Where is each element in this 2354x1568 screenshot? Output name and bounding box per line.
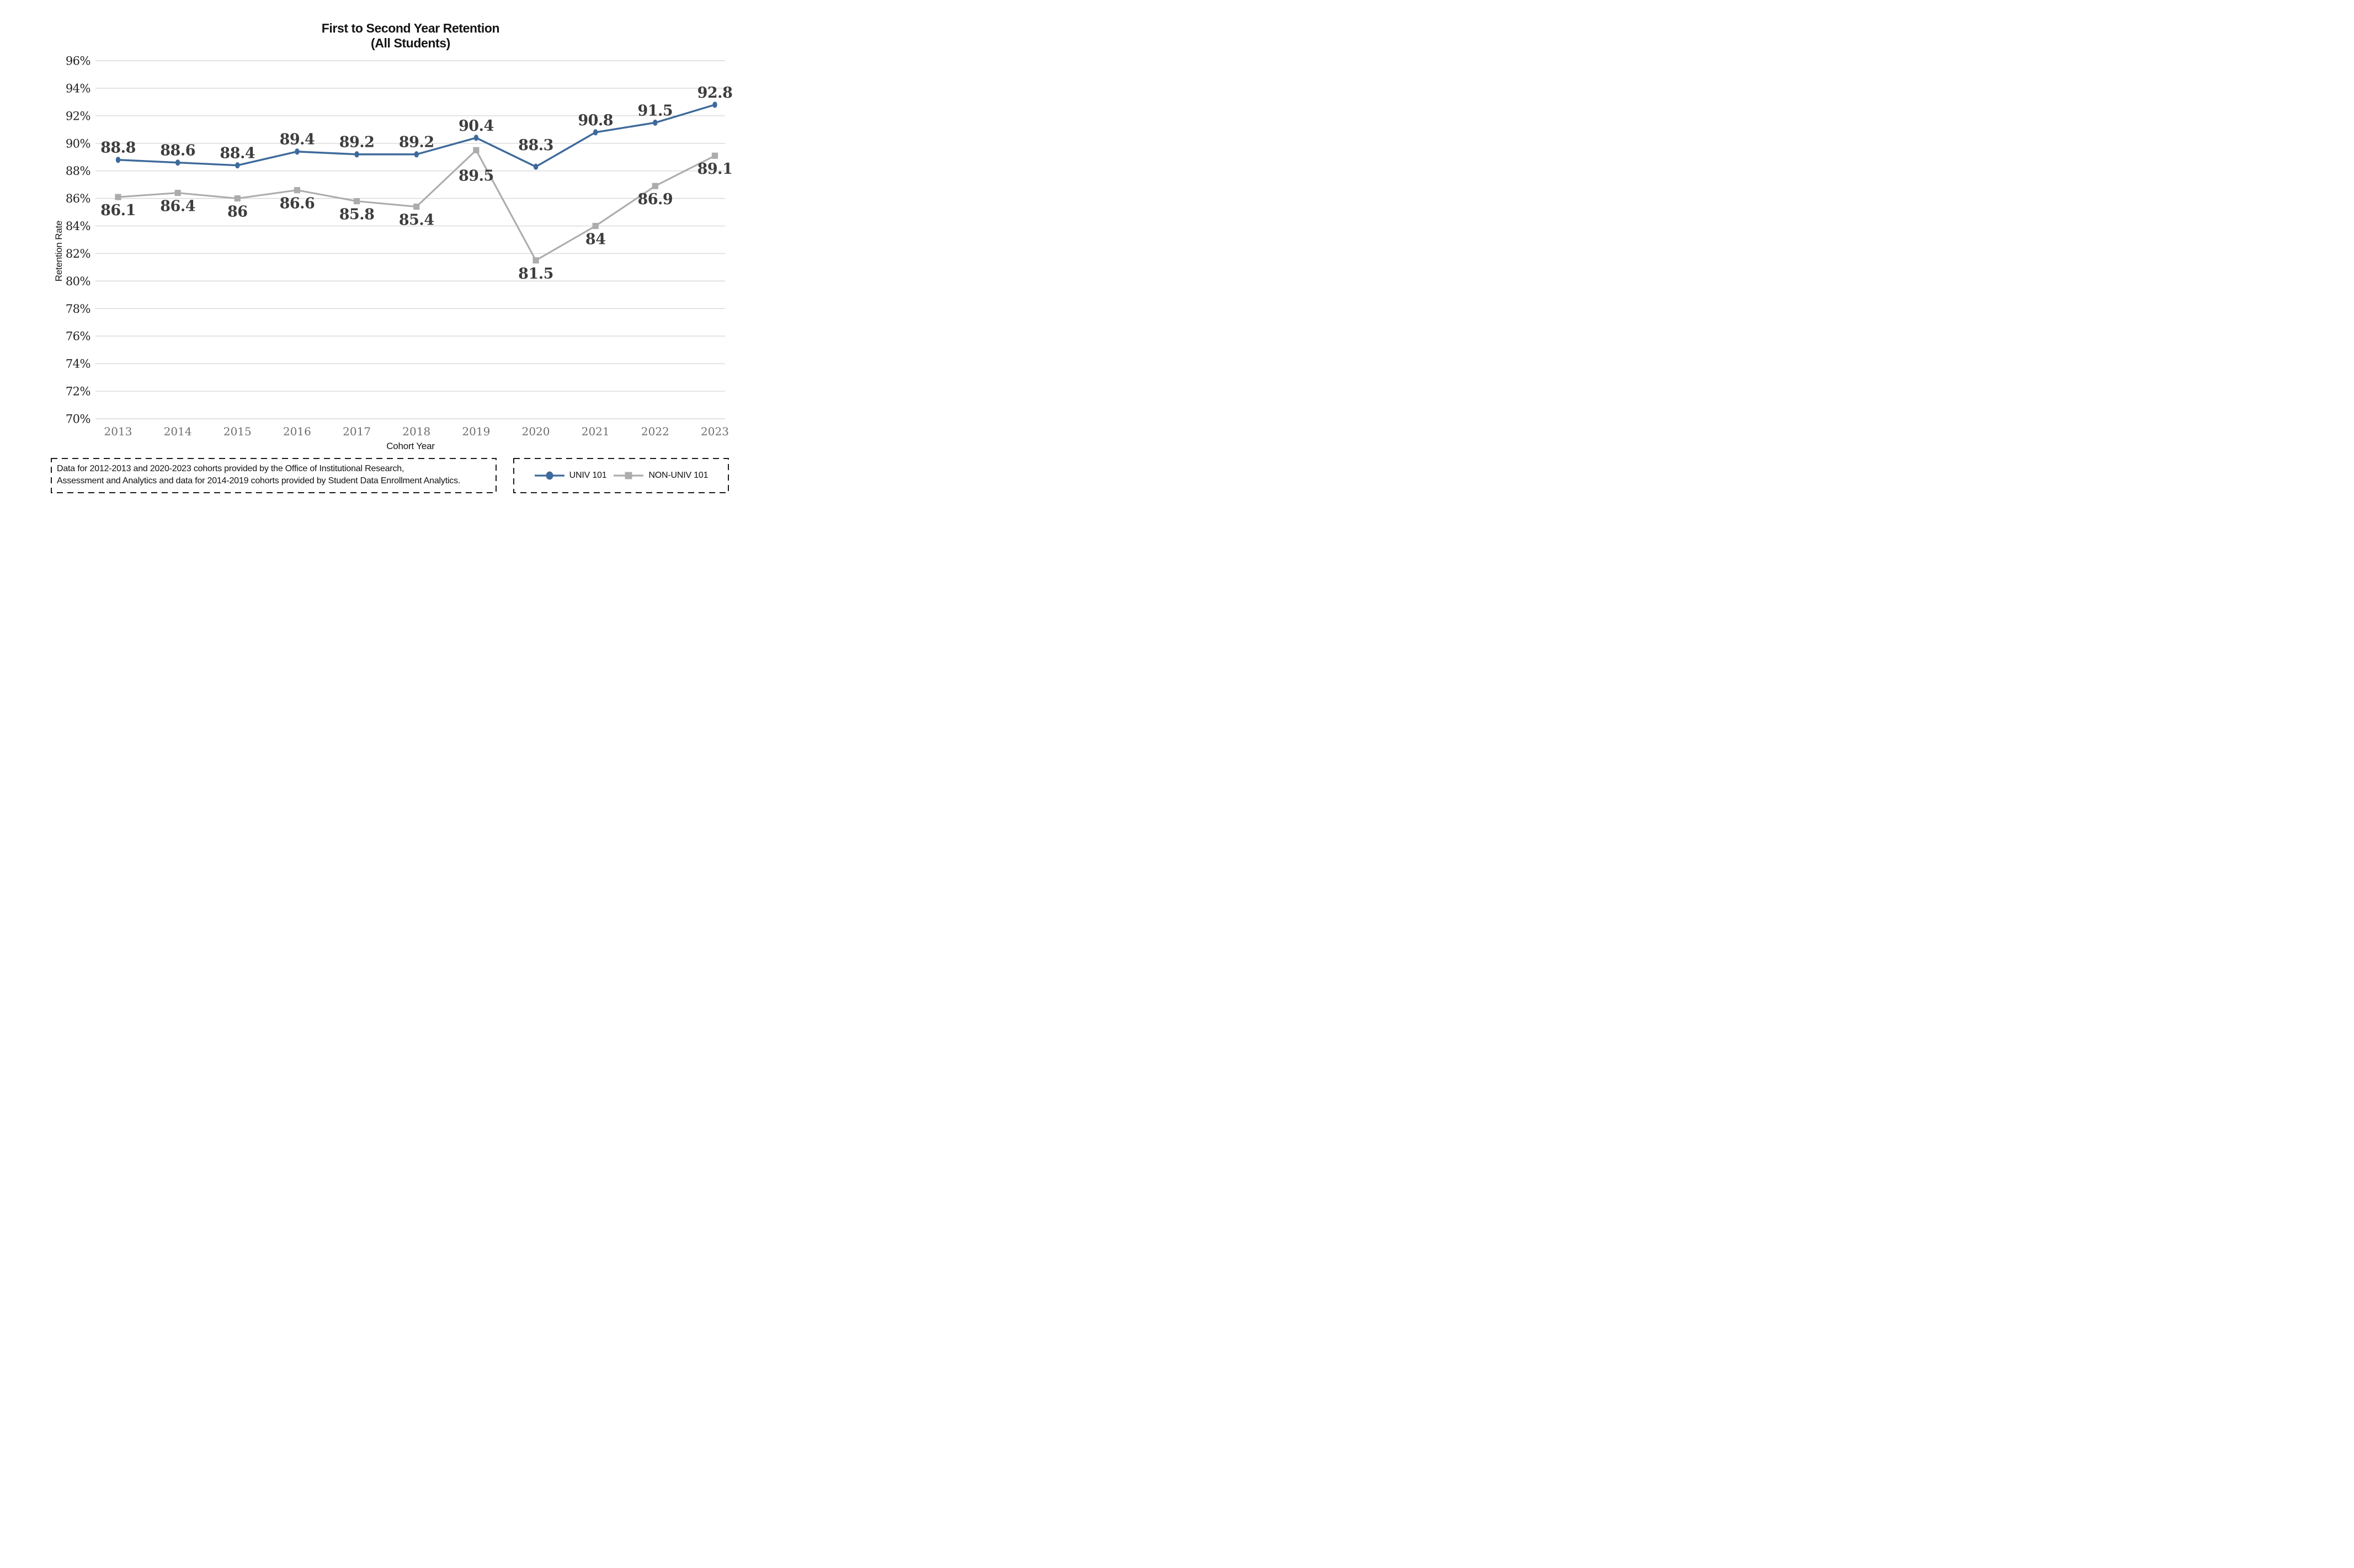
legend-label-univ-101: UNIV 101 — [569, 471, 607, 480]
univ-101-data-label: 91.5 — [637, 102, 673, 119]
non-univ-101-marker — [532, 257, 539, 264]
univ-101-marker — [533, 163, 539, 170]
y-tick-label: 82% — [66, 247, 90, 260]
legend: UNIV 101 NON-UNIV 101 — [513, 458, 729, 493]
non-univ-101-data-label: 86.4 — [160, 198, 195, 215]
univ-101-marker — [712, 102, 717, 108]
legend-box-border — [513, 458, 729, 493]
footnote-box-border — [51, 458, 497, 493]
univ-101-data-label: 89.4 — [280, 131, 315, 148]
univ-101-data-label: 89.2 — [339, 134, 375, 151]
footnote-box-dashed-rect — [51, 458, 497, 493]
y-tick-label: 90% — [66, 137, 90, 150]
univ-101-marker — [354, 151, 359, 158]
chart-title-line1: First to Second Year Retention — [321, 21, 500, 35]
univ-101-data-label: 88.6 — [160, 142, 195, 159]
univ-101-marker — [295, 148, 300, 155]
univ-101-data-label: 92.8 — [697, 84, 733, 102]
non-univ-101-marker — [234, 195, 241, 202]
non-univ-101-marker — [413, 203, 420, 210]
non-univ-101-data-label: 89.5 — [459, 167, 494, 184]
x-axis-title: Cohort Year — [386, 441, 435, 451]
univ-101-data-label: 90.8 — [578, 112, 613, 129]
footnote-text: Data for 2012-2013 and 2020-2023 cohorts… — [57, 463, 460, 487]
univ-101-marker — [115, 157, 121, 163]
footnote-box: Data for 2012-2013 and 2020-2023 cohorts… — [51, 458, 497, 493]
non-univ-101-data-label: 85.8 — [339, 206, 375, 223]
x-tick-label: 2014 — [164, 425, 192, 438]
non-univ-101-marker — [174, 190, 181, 196]
x-tick-label: 2020 — [522, 425, 550, 438]
univ-101-data-label: 90.4 — [459, 118, 494, 135]
x-tick-label: 2016 — [283, 425, 311, 438]
y-tick-label: 96% — [66, 55, 90, 68]
non-univ-101-data-label: 81.5 — [518, 265, 553, 282]
non-univ-101-data-label: 85.4 — [399, 212, 434, 229]
y-tick-label: 78% — [66, 302, 90, 316]
univ-101-data-label: 89.2 — [399, 134, 434, 151]
y-tick-label: 86% — [66, 192, 90, 205]
x-tick-label: 2015 — [223, 425, 252, 438]
x-tick-label: 2019 — [462, 425, 490, 438]
y-tick-label: 72% — [66, 385, 90, 398]
non-univ-101-data-label: 89.1 — [697, 161, 733, 178]
footnote-line2: Assessment and Analytics and data for 20… — [57, 476, 461, 486]
non-univ-101-marker — [115, 194, 121, 200]
univ-101-data-label: 88.4 — [220, 145, 255, 162]
legend-item-univ-101: UNIV 101 — [534, 470, 607, 482]
non-univ-101-marker — [473, 147, 480, 153]
univ-101-marker — [175, 159, 180, 166]
footnote-line1: Data for 2012-2013 and 2020-2023 cohorts… — [57, 464, 404, 473]
legend-item-non-univ-101: NON-UNIV 101 — [613, 470, 709, 482]
x-tick-label: 2023 — [701, 425, 729, 438]
y-tick-label: 74% — [66, 358, 90, 371]
non-univ-101-marker — [592, 222, 599, 230]
univ-101-data-label: 88.8 — [100, 140, 136, 157]
non-univ-101-data-label: 86.9 — [637, 191, 673, 208]
x-tick-label: 2022 — [641, 425, 669, 438]
chart-title-line2: (All Students) — [371, 36, 450, 50]
non-univ-101-data-label: 86.1 — [100, 202, 136, 219]
non-univ-101-data-label: 84 — [585, 231, 606, 248]
y-tick-label: 76% — [66, 330, 90, 343]
univ-101-marker — [653, 119, 658, 126]
chart-title: First to Second Year Retention (All Stud… — [95, 21, 726, 51]
x-tick-label: 2018 — [402, 425, 430, 438]
univ-101-data-label: 88.3 — [518, 137, 553, 154]
univ-101-marker — [235, 162, 240, 169]
y-tick-label: 88% — [66, 164, 90, 178]
legend-label-non-univ-101: NON-UNIV 101 — [648, 471, 709, 480]
x-tick-label: 2013 — [104, 425, 132, 438]
univ-101-marker — [414, 151, 419, 158]
y-axis-title: Retention Rate — [54, 220, 64, 282]
y-tick-label: 80% — [66, 275, 90, 288]
non-univ-101-marker — [652, 183, 658, 189]
legend-box-dashed-rect — [513, 458, 729, 493]
univ-101-marker — [593, 129, 598, 136]
non-univ-101-marker — [294, 187, 301, 194]
univ-101-line-marker-icon — [534, 471, 564, 480]
y-tick-label: 84% — [66, 220, 90, 233]
non-univ-101-marker — [711, 152, 718, 159]
x-tick-label: 2017 — [343, 425, 371, 438]
x-tick-label: 2021 — [582, 425, 610, 438]
non-univ-101-data-label: 86 — [227, 204, 248, 221]
non-univ-101-line-marker-icon — [614, 472, 644, 479]
univ-101-marker — [473, 135, 479, 141]
non-univ-101-data-label: 86.6 — [280, 195, 315, 212]
retention-line-chart: 70% 72% 74% 76% 78% 80% 82% 84% 86% 88% 90% 92% 94% 9… — [66, 55, 733, 439]
y-tick-label: 94% — [66, 82, 90, 95]
legend-box: UNIV 101 NON-UNIV 101 — [513, 458, 729, 493]
y-tick-label: 70% — [66, 413, 90, 426]
y-tick-label: 92% — [66, 109, 90, 122]
non-univ-101-marker — [354, 198, 360, 205]
